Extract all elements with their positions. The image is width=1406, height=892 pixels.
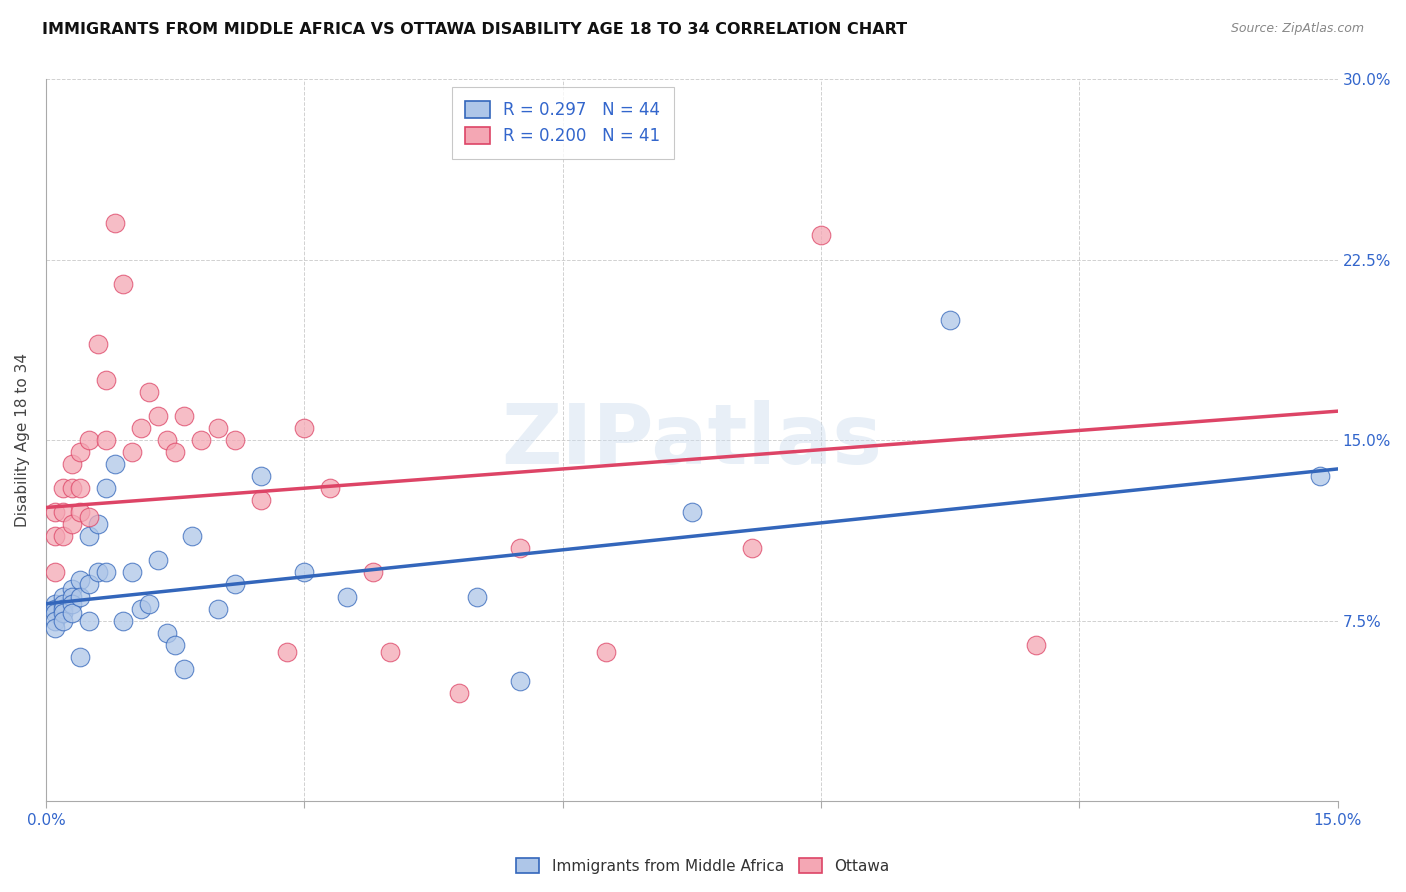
Point: [60, 457, 83, 471]
Point: [112, 277, 135, 291]
Point: [292, 421, 315, 435]
Point: [44, 601, 66, 615]
Point: [77, 433, 100, 447]
Point: [52, 614, 75, 628]
Point: [146, 553, 169, 567]
Point: [69, 445, 91, 459]
Point: [741, 541, 763, 556]
Point: [52, 607, 75, 621]
Text: IMMIGRANTS FROM MIDDLE AFRICA VS OTTAWA DISABILITY AGE 18 TO 34 CORRELATION CHAR: IMMIGRANTS FROM MIDDLE AFRICA VS OTTAWA …: [42, 22, 907, 37]
Point: [60, 597, 83, 611]
Point: [129, 421, 152, 435]
Point: [44, 607, 66, 621]
Point: [52, 481, 75, 495]
Point: [165, 445, 187, 459]
Point: [1025, 638, 1047, 652]
Point: [595, 645, 617, 659]
Point: [380, 645, 402, 659]
Point: [69, 590, 91, 604]
Point: [52, 590, 75, 604]
Point: [1309, 469, 1331, 483]
Point: [86, 566, 108, 580]
Point: [52, 597, 75, 611]
Point: [104, 457, 127, 471]
Point: [77, 529, 100, 543]
Point: [104, 216, 127, 230]
Point: [60, 481, 83, 495]
Point: [52, 505, 75, 519]
Point: [138, 597, 160, 611]
Point: [121, 445, 143, 459]
Y-axis label: Disability Age 18 to 34: Disability Age 18 to 34: [15, 353, 30, 527]
Point: [681, 505, 703, 519]
Point: [60, 517, 83, 532]
Point: [336, 590, 359, 604]
Point: [96, 566, 118, 580]
Legend: R = 0.297   N = 44, R = 0.200   N = 41: R = 0.297 N = 44, R = 0.200 N = 41: [451, 87, 673, 159]
Point: [44, 529, 66, 543]
Point: [60, 590, 83, 604]
Point: [112, 614, 135, 628]
Point: [292, 566, 315, 580]
Point: [155, 433, 177, 447]
Text: ZIPatlas: ZIPatlas: [502, 400, 883, 481]
Point: [181, 529, 204, 543]
Point: [44, 614, 66, 628]
Point: [509, 673, 531, 688]
Point: [69, 505, 91, 519]
Point: [60, 582, 83, 597]
Point: [138, 384, 160, 399]
Point: [44, 597, 66, 611]
Legend: Immigrants from Middle Africa, Ottawa: Immigrants from Middle Africa, Ottawa: [510, 852, 896, 880]
Point: [190, 433, 212, 447]
Point: [77, 614, 100, 628]
Point: [60, 607, 83, 621]
Point: [69, 481, 91, 495]
Point: [224, 577, 246, 591]
Point: [207, 601, 229, 615]
Point: [96, 373, 118, 387]
Point: [276, 645, 298, 659]
Point: [121, 566, 143, 580]
Point: [86, 517, 108, 532]
Point: [69, 649, 91, 664]
Point: [361, 566, 384, 580]
Point: [86, 336, 108, 351]
Point: [77, 510, 100, 524]
Point: [52, 529, 75, 543]
Point: [207, 421, 229, 435]
Point: [52, 601, 75, 615]
Point: [44, 566, 66, 580]
Point: [173, 662, 195, 676]
Point: [224, 433, 246, 447]
Point: [146, 409, 169, 423]
Point: [449, 686, 471, 700]
Point: [319, 481, 342, 495]
Point: [155, 625, 177, 640]
Text: Source: ZipAtlas.com: Source: ZipAtlas.com: [1230, 22, 1364, 36]
Point: [250, 469, 273, 483]
Point: [77, 577, 100, 591]
Point: [465, 590, 488, 604]
Point: [44, 621, 66, 635]
Point: [939, 312, 962, 326]
Point: [96, 433, 118, 447]
Point: [165, 638, 187, 652]
Point: [810, 228, 832, 243]
Point: [250, 493, 273, 508]
Point: [96, 481, 118, 495]
Point: [69, 573, 91, 587]
Point: [173, 409, 195, 423]
Point: [509, 541, 531, 556]
Point: [44, 505, 66, 519]
Point: [129, 601, 152, 615]
